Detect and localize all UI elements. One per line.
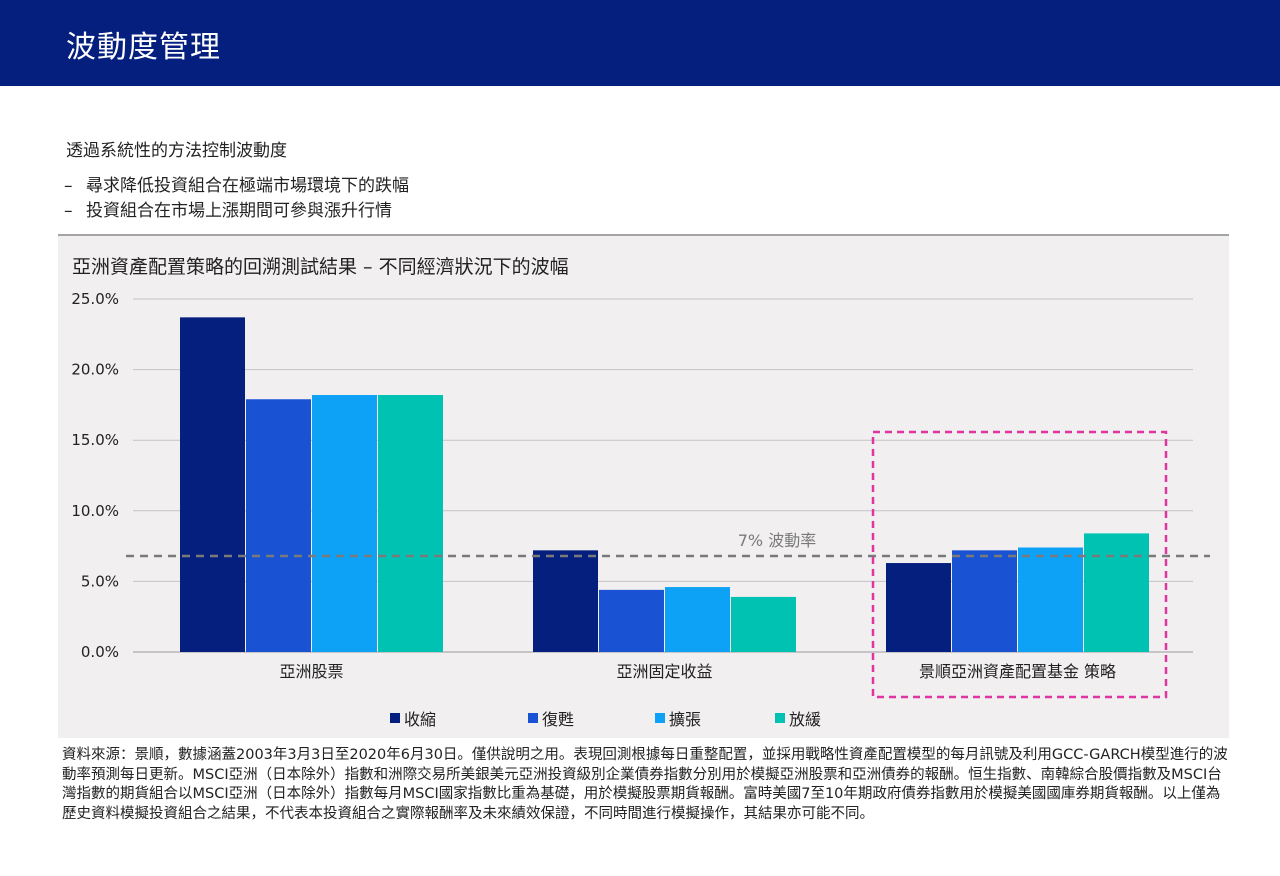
y-tick-label: 15.0% bbox=[71, 431, 119, 449]
legend-swatch bbox=[528, 713, 538, 723]
legend-label: 復甦 bbox=[542, 710, 575, 729]
bullet-item: – 投資組合在市場上漲期間可參與漲升行情 bbox=[64, 199, 409, 224]
header-bar: 波動度管理 bbox=[0, 0, 1280, 86]
x-category-label: 亞洲股票 bbox=[279, 662, 343, 681]
y-tick-label: 25.0% bbox=[71, 290, 119, 308]
bar bbox=[886, 563, 951, 652]
bullet-text: 投資組合在市場上漲期間可參與漲升行情 bbox=[86, 201, 392, 221]
legend-label: 放緩 bbox=[789, 710, 822, 729]
legend-swatch bbox=[655, 713, 665, 723]
x-category-label: 亞洲固定收益 bbox=[616, 662, 712, 681]
legend-swatch bbox=[775, 713, 785, 723]
bar bbox=[246, 399, 311, 652]
reference-line-label: 7% 波動率 bbox=[738, 531, 816, 550]
bullet-list: – 尋求降低投資組合在極端市場環境下的跌幅 – 投資組合在市場上漲期間可參與漲升… bbox=[64, 174, 409, 224]
chart-legend: 收縮 復甦 擴張 放緩 bbox=[0, 706, 1280, 730]
bullet-text: 尋求降低投資組合在極端市場環境下的跌幅 bbox=[86, 176, 409, 196]
bar bbox=[378, 395, 443, 652]
x-category-label: 景順亞洲資產配置基金 策略 bbox=[919, 662, 1116, 681]
bar bbox=[952, 550, 1017, 652]
bar bbox=[665, 587, 730, 652]
page-title: 波動度管理 bbox=[66, 30, 221, 65]
chart-title: 亞洲資產配置策略的回溯測試結果 – 不同經濟狀況下的波幅 bbox=[72, 256, 569, 278]
bar bbox=[312, 395, 377, 652]
bar bbox=[180, 317, 245, 652]
legend-item: 擴張 bbox=[655, 706, 701, 730]
y-tick-label: 5.0% bbox=[81, 572, 119, 590]
bullet-item: – 尋求降低投資組合在極端市場環境下的跌幅 bbox=[64, 174, 409, 199]
bar bbox=[599, 589, 664, 652]
bar bbox=[533, 550, 598, 652]
bullet-dash: – bbox=[64, 176, 73, 196]
legend-label: 擴張 bbox=[669, 710, 702, 729]
bar bbox=[731, 596, 796, 652]
legend-item: 放緩 bbox=[775, 706, 821, 730]
bar bbox=[1018, 547, 1083, 652]
legend-swatch bbox=[390, 713, 400, 723]
y-tick-label: 10.0% bbox=[71, 502, 119, 520]
legend-item: 復甦 bbox=[528, 706, 574, 730]
bar bbox=[1084, 533, 1149, 652]
intro-heading: 透過系統性的方法控制波動度 bbox=[66, 141, 287, 161]
legend-label: 收縮 bbox=[404, 710, 437, 729]
y-tick-label: 0.0% bbox=[81, 643, 119, 661]
highlight-box bbox=[871, 430, 1168, 699]
bullet-dash: – bbox=[64, 201, 73, 221]
source-note: 資料來源：景順，數據涵蓋2003年3月3日至2020年6月30日。僅供說明之用。… bbox=[62, 747, 1228, 822]
y-tick-label: 20.0% bbox=[71, 361, 119, 379]
legend-item: 收縮 bbox=[390, 706, 436, 730]
